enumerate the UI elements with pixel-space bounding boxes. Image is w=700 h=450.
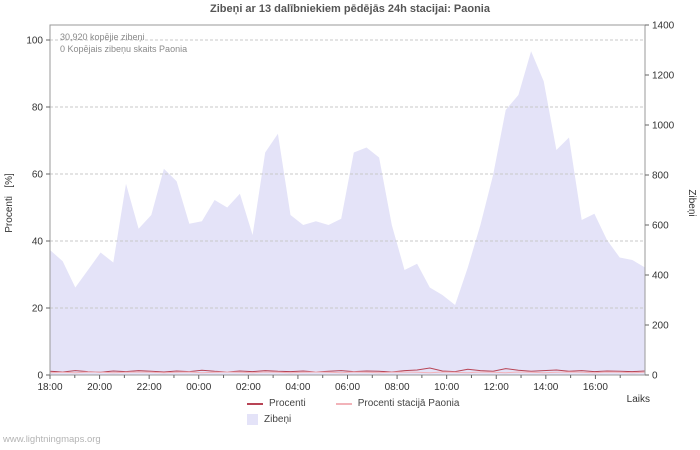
y-axis-right-label: Zibeņi [686,189,697,216]
legend-label-procenti-paonia: Procenti stacijā Paonia [357,398,460,409]
svg-text:40: 40 [32,237,44,248]
annotation-total-strikes: 30,920 kopējie zibeņi [60,32,145,42]
svg-text:200: 200 [652,321,669,332]
legend-row-area: Zibeņi [247,414,459,425]
svg-text:20: 20 [32,304,44,315]
svg-text:0: 0 [37,371,43,382]
svg-text:80: 80 [32,103,44,114]
procenti-paonia-line [49,371,646,374]
svg-text:600: 600 [652,221,669,232]
svg-text:14:00: 14:00 [533,382,558,393]
svg-text:10:00: 10:00 [434,382,459,393]
legend-item-procenti-paonia: Procenti stacijā Paonia [335,398,460,409]
svg-text:04:00: 04:00 [285,382,310,393]
svg-text:1200: 1200 [652,71,675,82]
watermark-url: www.lightningmaps.org [3,434,101,445]
svg-text:1400: 1400 [652,21,675,32]
legend-item-zibeni: Zibeņi [247,414,291,425]
legend: Procenti Procenti stacijā Paonia Zibeņi [247,398,459,425]
svg-text:22:00: 22:00 [137,382,162,393]
axes: 020406080100020040060080010001200140018:… [26,21,674,394]
svg-text:1000: 1000 [652,121,675,132]
svg-text:00:00: 00:00 [186,382,211,393]
paonia-line-swatch [335,402,352,405]
legend-label-zibeni: Zibeņi [264,414,292,425]
zibeni-area-swatch [247,414,258,425]
svg-text:20:00: 20:00 [87,382,112,393]
svg-text:02:00: 02:00 [236,382,261,393]
svg-text:06:00: 06:00 [335,382,360,393]
svg-text:18:00: 18:00 [37,382,62,393]
svg-text:12:00: 12:00 [484,382,509,393]
svg-text:16:00: 16:00 [583,382,608,393]
svg-text:800: 800 [652,171,669,182]
legend-item-procenti: Procenti [247,398,306,409]
percent-line-series [49,367,646,374]
gridlines [50,39,645,309]
annotation-station-strikes: 0 Kopējais zibeņu skaits Paonia [60,44,188,54]
chart-title: Zibeņi ar 13 dalībniekiem pēdējās 24h st… [209,3,490,15]
x-axis-label: Laiks [627,394,650,405]
annotations: 30,920 kopējie zibeņi 0 Kopējais zibeņu … [60,31,187,55]
y-axis-left-label: Procenti [%] [4,173,15,233]
svg-text:100: 100 [26,36,43,47]
svg-text:60: 60 [32,170,44,181]
legend-label-procenti: Procenti [269,398,306,409]
svg-text:0: 0 [652,371,658,382]
zibeni-area-series [50,51,645,376]
svg-text:400: 400 [652,271,669,282]
svg-text:08:00: 08:00 [385,382,410,393]
legend-row-lines: Procenti Procenti stacijā Paonia [247,398,459,409]
procenti-line-swatch [247,402,263,405]
procenti-line [49,367,646,373]
